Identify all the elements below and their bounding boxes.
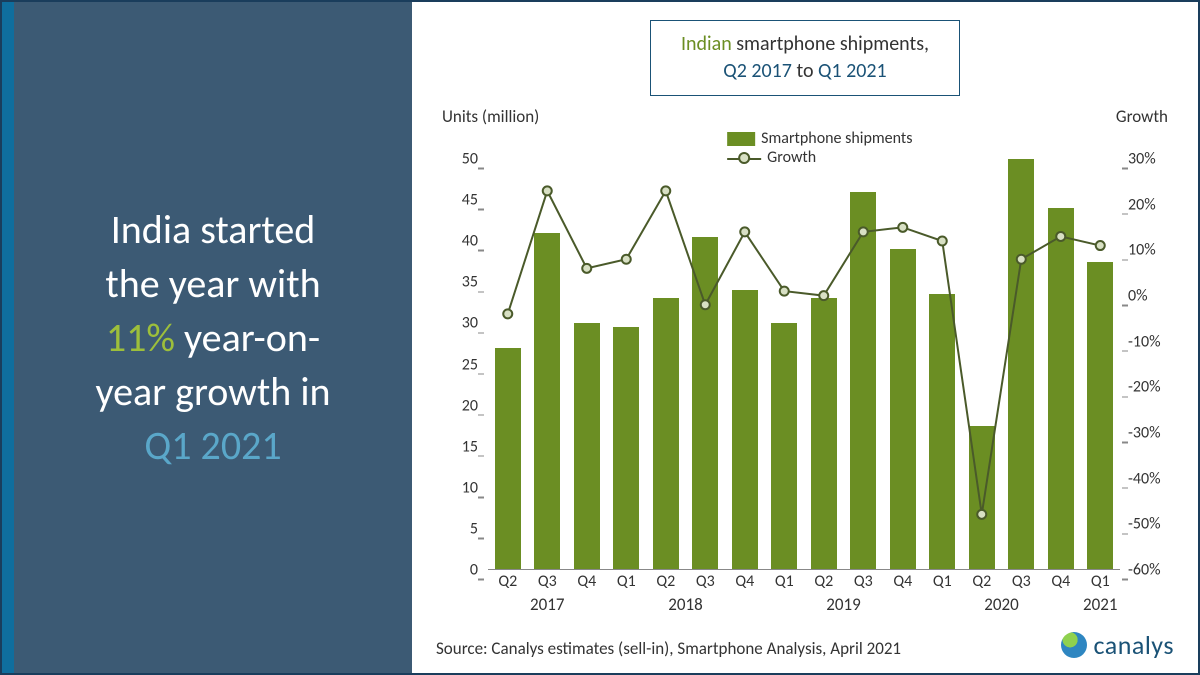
y-left-tick: 25 [436, 355, 478, 374]
y-right-tick: 20% [1128, 195, 1174, 214]
y-left-tick: 5 [436, 519, 478, 538]
y-left-tick: 35 [436, 273, 478, 292]
headline-pct: 11% [106, 313, 175, 362]
growth-marker [819, 291, 828, 300]
chart-title-rest1: smartphone shipments, [732, 32, 929, 56]
x-quarter-label: Q1 [775, 572, 794, 591]
x-quarter-label: Q3 [1012, 572, 1031, 591]
growth-marker [503, 309, 512, 318]
growth-marker [1096, 241, 1105, 250]
chart-title-mid: to [792, 59, 818, 83]
y-right-tick: 10% [1128, 241, 1174, 260]
headline-quarter: Q1 2021 [144, 421, 281, 470]
growth-marker [1017, 255, 1026, 264]
y-right-tick: -30% [1128, 424, 1174, 443]
y-left-tick: 15 [436, 437, 478, 456]
legend-bar-swatch [727, 132, 755, 146]
growth-marker [543, 186, 552, 195]
right-panel: Indian smartphone shipments, Q2 2017 to … [412, 2, 1198, 673]
y-right-tick: -40% [1128, 469, 1174, 488]
infographic-root: India started the year with 11% year-on-… [0, 0, 1200, 675]
x-quarter-label: Q1 [617, 572, 636, 591]
y-left-tick: 10 [436, 478, 478, 497]
y-right-title: Growth [1116, 106, 1168, 127]
growth-marker [701, 300, 710, 309]
brand-name: canalys [1093, 629, 1174, 661]
growth-marker [1056, 232, 1065, 241]
y-right-tick: 0% [1128, 287, 1174, 306]
x-quarter-label: Q2 [498, 572, 517, 591]
axis-titles-row: Units (million) Growth [436, 106, 1174, 129]
chart-title-indian: Indian [681, 32, 732, 56]
x-year-label: 2019 [826, 594, 860, 615]
x-quarter-label: Q4 [577, 572, 596, 591]
x-quarter-label: Q4 [1051, 572, 1070, 591]
chart-title-qfrom: Q2 2017 [723, 59, 792, 83]
headline: India started the year with 11% year-on-… [95, 203, 330, 473]
growth-marker [898, 223, 907, 232]
y-left-tick: 45 [436, 191, 478, 210]
headline-line1: India started [111, 205, 316, 254]
y-left-ticks: 05101520253035404550 [436, 159, 484, 570]
brand-logo: canalys [1061, 629, 1174, 661]
headline-line3-rest: year-on- [175, 313, 320, 362]
y-left-tick: 50 [436, 150, 478, 169]
x-quarter-label: Q1 [933, 572, 952, 591]
y-right-tick: -60% [1128, 561, 1174, 580]
x-quarter-label: Q4 [735, 572, 754, 591]
x-year-label: 2018 [668, 594, 702, 615]
x-quarter-label: Q2 [814, 572, 833, 591]
y-left-tick: 0 [436, 561, 478, 580]
growth-marker [661, 186, 670, 195]
growth-marker [977, 510, 986, 519]
growth-marker [622, 255, 631, 264]
growth-marker [740, 227, 749, 236]
x-quarter-label: Q2 [656, 572, 675, 591]
x-quarter-label: Q1 [1091, 572, 1110, 591]
y-right-tick: 30% [1128, 150, 1174, 169]
x-year-label: 2017 [530, 594, 564, 615]
x-quarter-label: Q4 [893, 572, 912, 591]
growth-marker [859, 227, 868, 236]
left-panel: India started the year with 11% year-on-… [2, 2, 412, 673]
y-right-tick: -10% [1128, 332, 1174, 351]
x-quarter-label: Q3 [696, 572, 715, 591]
y-right-tick: -20% [1128, 378, 1174, 397]
x-quarter-label: Q3 [854, 572, 873, 591]
y-left-tick: 30 [436, 314, 478, 333]
headline-line2: the year with [105, 259, 320, 308]
growth-marker [582, 264, 591, 273]
headline-line4: year growth in [95, 367, 330, 416]
x-labels: Q2 Q3 Q4 Q1 Q2 Q3 Q4 Q1 Q2 Q3 Q4 Q1 Q2 Q3 Q4 Q1 2017 2018… [488, 572, 1120, 620]
y-left-title: Units (million) [442, 106, 539, 127]
growth-marker [780, 287, 789, 296]
x-quarter-label: Q3 [538, 572, 557, 591]
chart-title: Indian smartphone shipments, Q2 2017 to … [650, 20, 960, 96]
x-year-label: 2020 [984, 594, 1018, 615]
x-year-label: 2021 [1083, 594, 1117, 615]
plot-region [488, 159, 1120, 570]
legend-bar-label: Smartphone shipments [761, 129, 912, 148]
y-left-tick: 20 [436, 396, 478, 415]
growth-marker [938, 237, 947, 246]
y-right-tick: -50% [1128, 515, 1174, 534]
globe-icon [1061, 632, 1087, 658]
legend-bar-row: Smartphone shipments [727, 129, 912, 148]
x-quarter-label: Q2 [972, 572, 991, 591]
growth-line-layer [488, 159, 1120, 569]
y-left-tick: 40 [436, 232, 478, 251]
chart-area: Smartphone shipments Growth 051015202530… [436, 129, 1174, 632]
y-right-ticks: -60%-50%-40%-30%-20%-10%0%10%20%30% [1122, 159, 1174, 570]
chart-title-qto: Q1 2021 [818, 59, 887, 83]
growth-line [508, 191, 1101, 514]
